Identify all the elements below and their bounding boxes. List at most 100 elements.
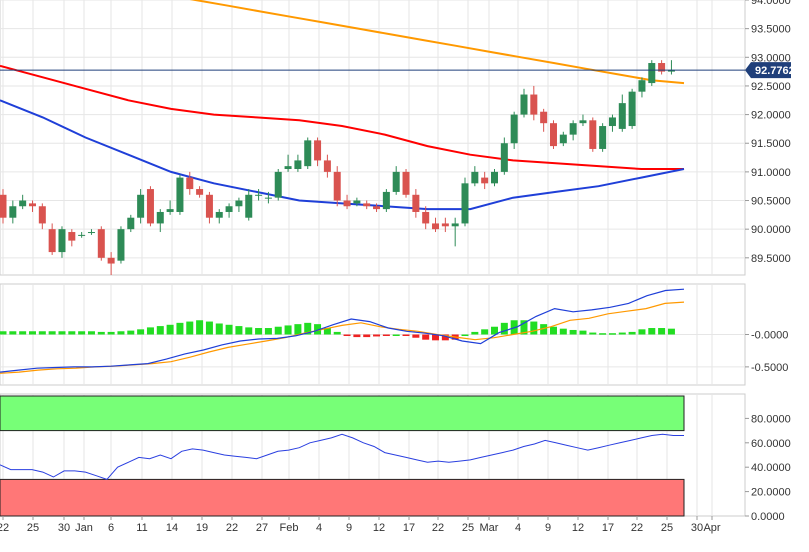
candle-body [245, 194, 253, 218]
x-axis: 22 25 30 Jan 6 11 14 19 22 27 Feb 4 9 12 17 22 25 Mar 4 9 12… [0, 516, 721, 534]
macd-histogram-bar [667, 328, 675, 335]
macd-histogram-bar [363, 334, 371, 338]
x-tick-label: 17 [602, 522, 614, 534]
candle-body [255, 194, 263, 196]
candle-body [569, 123, 577, 135]
rsi-y-tick-label: 80.0000 [751, 413, 791, 425]
macd-histogram-bar [648, 328, 656, 335]
candle-body [304, 140, 312, 167]
x-tick-label: 14 [166, 522, 178, 534]
x-tick-label: 12 [572, 522, 584, 534]
candle-body [471, 171, 479, 184]
x-tick-label: 30 [58, 522, 70, 534]
last-price-badge [745, 62, 791, 79]
macd-histogram-bar [520, 320, 528, 335]
macd-line [0, 288, 685, 373]
candle-body [146, 189, 154, 224]
macd-histogram-bar [304, 322, 312, 335]
macd-histogram-bar [215, 323, 223, 335]
price-y-tick-label: 93.5000 [751, 24, 791, 36]
price-y-tick-label: 93.0000 [751, 52, 791, 64]
x-tick-label: 9 [346, 522, 352, 534]
price-y-tick-label: 92.5000 [751, 81, 791, 93]
macd-histogram-bar [78, 331, 86, 335]
macd-y-tick-label: -0.0000 [751, 330, 788, 342]
x-tick-label: 25 [462, 522, 474, 534]
macd-histogram-bar [353, 334, 361, 338]
candle-body [667, 69, 675, 72]
candle-body [78, 234, 86, 236]
candle-body [481, 177, 489, 184]
macd-histogram-bar [294, 324, 302, 335]
candle-body [648, 63, 656, 84]
candle-body [530, 94, 538, 115]
candle-body [500, 143, 508, 172]
macd-histogram-bar [333, 331, 341, 335]
macd-y-tick-label: -0.5000 [751, 362, 788, 374]
macd-histogram-bar [432, 334, 440, 341]
candle-body [353, 200, 361, 204]
price-y-tick-label: 90.5000 [751, 196, 791, 208]
x-tick-label: 22 [226, 522, 238, 534]
candle-body [579, 120, 587, 124]
last-price-label: 92.7762 [755, 65, 795, 77]
candle-body [451, 223, 459, 227]
candle-body [549, 123, 557, 147]
macd-histogram-bar [638, 329, 646, 335]
candle-body [68, 232, 76, 241]
macd-histogram-bar [500, 322, 508, 335]
macd-histogram-bar [314, 324, 322, 335]
candle-body [658, 63, 666, 72]
x-tick-label: 22 [0, 522, 9, 534]
macd-histogram-bar [176, 322, 184, 335]
candle-body [87, 232, 95, 234]
macd-histogram-bar [9, 331, 17, 335]
price-plot-area [0, 0, 746, 276]
candle-body [422, 211, 430, 224]
x-tick-label: 4 [515, 522, 521, 534]
macd-histogram-bar [146, 327, 154, 335]
candle-body [314, 140, 322, 161]
macd-histogram-bar [284, 325, 292, 335]
candle-body [235, 200, 243, 207]
x-tick-label: 25 [27, 522, 39, 534]
macd-histogram-bar [412, 334, 420, 338]
macd-histogram-bar [255, 328, 263, 335]
macd-histogram-bar [0, 331, 7, 335]
candle-body [225, 206, 233, 212]
rsi-y-tick-label: 20.0000 [751, 487, 791, 499]
x-tick-label: 30 [691, 522, 703, 534]
x-tick-label: 9 [545, 522, 551, 534]
candle-body [274, 171, 282, 198]
candle-body [520, 94, 528, 115]
candle-body [117, 229, 125, 261]
candle-body [333, 171, 341, 201]
macd-histogram-bar [235, 326, 243, 335]
macd-histogram-bar [19, 331, 27, 335]
sma-blue-line [0, 99, 685, 211]
candle-body [28, 203, 36, 207]
rsi-y-tick-label: 0.0000 [751, 511, 785, 523]
x-tick-label: 6 [108, 522, 114, 534]
macd-histogram-bar [245, 327, 253, 335]
candle-body [540, 111, 548, 124]
price-panel: 89.5000 90.0000 90.5000 91.0000 91.5000 92.00… [0, 0, 795, 276]
x-tick-label: Apr [703, 522, 720, 534]
x-tick-label: 27 [256, 522, 268, 534]
macd-histogram-bar [382, 334, 390, 336]
x-tick-label: Feb [280, 522, 299, 534]
candle-body [58, 229, 66, 253]
rsi-y-tick-label: 40.0000 [751, 462, 791, 474]
rsi-panel: 0.0000 20.0000 40.0000 60.0000 80.0000 [0, 393, 791, 523]
macd-histogram-bar [530, 321, 538, 335]
price-y-tick-label: 92.0000 [751, 110, 791, 122]
macd-histogram-bar [608, 333, 616, 335]
macd-histogram-bar [97, 331, 105, 335]
macd-histogram-bar [264, 328, 272, 335]
candle-body [137, 194, 145, 218]
x-tick-label: Mar [480, 522, 499, 534]
candle-body [0, 194, 7, 218]
macd-histogram-bar [471, 331, 479, 335]
macd-histogram-bar [87, 331, 95, 335]
price-y-tick-label: 90.0000 [751, 224, 791, 236]
